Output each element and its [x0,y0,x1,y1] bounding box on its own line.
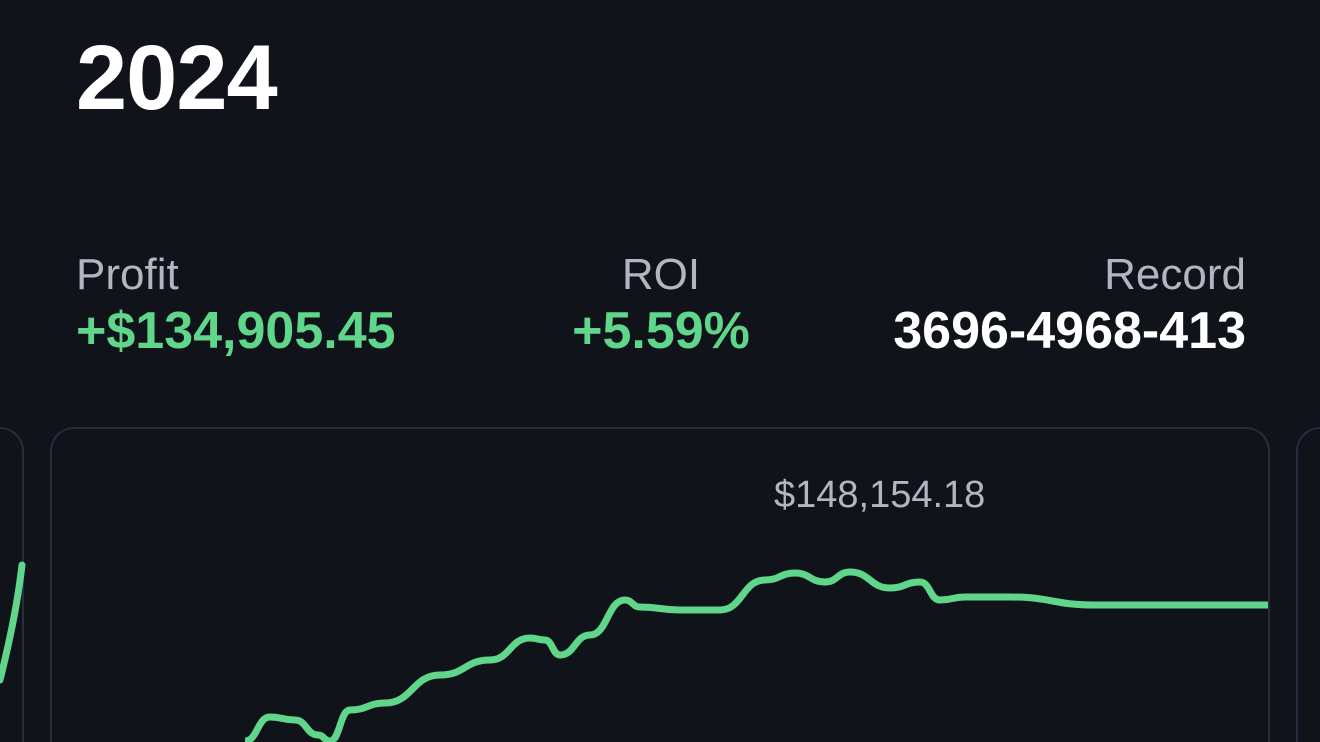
roi-value: +5.59% [572,302,750,360]
profit-value: +$134,905.45 [76,302,396,360]
record-label: Record [1104,250,1246,299]
year-title: 2024 [76,27,278,129]
next-year-card[interactable] [1296,427,1320,742]
roi-stat: ROI +5.59% [563,250,759,362]
record-stat: Record 3696-4968-413 [893,250,1246,362]
profit-label: Profit [76,250,179,299]
profit-series-line [244,568,1268,742]
profit-stat: Profit +$134,905.45 [76,250,396,362]
peak-value-label: $148,154.18 [774,474,986,516]
record-value: 3696-4968-413 [893,302,1246,360]
roi-label: ROI [621,250,701,299]
chart-card[interactable] [50,427,1270,742]
previous-year-line [0,561,26,684]
